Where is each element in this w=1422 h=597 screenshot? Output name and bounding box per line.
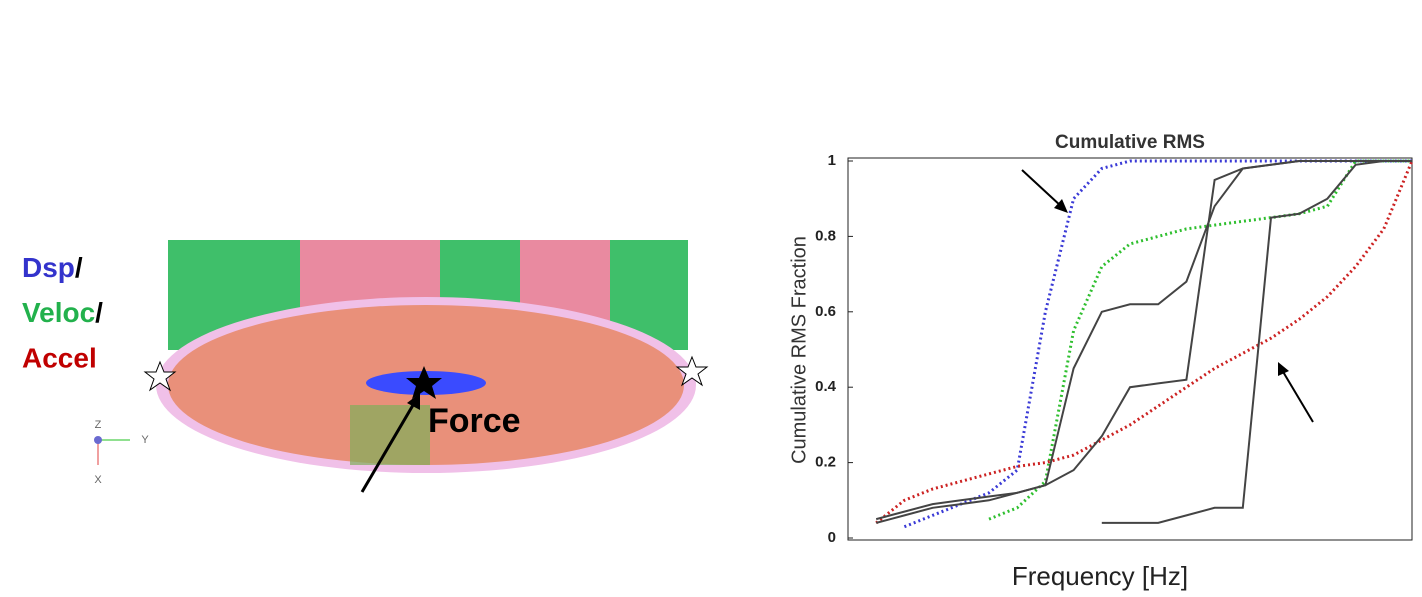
plot-frame — [848, 158, 1412, 540]
series-line — [1102, 161, 1412, 523]
y-tick-label: 0.2 — [815, 454, 836, 471]
triad-label: Z — [95, 419, 102, 431]
slash: / — [95, 297, 103, 328]
series-line — [904, 161, 1412, 527]
y-tick-label: 0 — [828, 529, 836, 546]
dsp: Dsp — [22, 252, 75, 283]
y-tick-label: 0.6 — [815, 303, 836, 320]
y-tick-label: 0.4 — [815, 378, 837, 395]
y-tick-label: 0.8 — [815, 227, 836, 244]
accel: Accel — [22, 342, 97, 373]
slash: / — [75, 252, 83, 283]
chart-title: Cumulative RMS — [1055, 132, 1205, 153]
series-line — [876, 161, 1412, 519]
page: Force Dsp/ Veloc/ Accel Z Y X Cumulative… — [0, 0, 1422, 597]
x-axis-label: Frequency [Hz] — [1012, 561, 1188, 591]
force-label: Force — [428, 402, 521, 440]
slide: Force Dsp/ Veloc/ Accel Z Y X Cumulative… — [0, 0, 1422, 597]
triad-label: X — [94, 474, 102, 486]
triad-label: Y — [141, 434, 149, 446]
veloc: Veloc — [22, 297, 95, 328]
y-tick-label: 1 — [828, 152, 836, 169]
panel — [350, 405, 430, 465]
label: Dsp/ — [22, 252, 83, 283]
series-line — [876, 161, 1412, 523]
label: Veloc/ — [22, 297, 103, 328]
y-axis-label: Cumulative RMS Fraction — [788, 236, 810, 464]
triad: Z Y X — [94, 419, 149, 486]
fe-model — [145, 240, 707, 492]
plot: 0 0.2 0.4 0.6 0.8 1 — [815, 152, 1412, 546]
series-line — [989, 161, 1412, 519]
series-line — [876, 161, 1412, 523]
